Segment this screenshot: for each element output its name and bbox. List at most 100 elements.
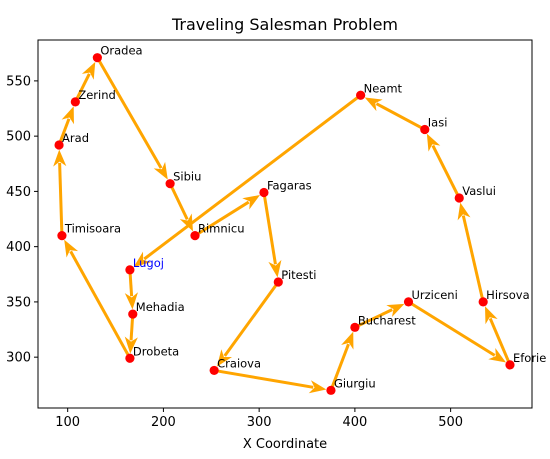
city-label-lugoj: Lugoj [133,256,164,270]
route-line [461,215,485,303]
city-label-timisoara: Timisoara [64,222,121,236]
route-arrowhead [242,194,261,210]
route-arrowhead [61,106,74,125]
route-segment [484,306,512,366]
route-layer [53,56,512,394]
city-point-neamt [356,90,366,100]
route-segment [354,303,405,329]
route-arrowhead [124,292,138,310]
city-label-sibiu: Sibiu [173,170,201,184]
route-arrowhead [64,239,79,258]
city-label-rimnicu: Rimnicu [198,222,244,236]
y-tick-label: 400 [6,240,31,255]
city-point-lugoj [125,265,135,275]
route-segment [64,239,132,359]
y-axis-ticks: 300 350 400 450 500 550 [6,74,38,366]
route-segment [53,149,67,236]
route-arrowhead [124,336,138,354]
city-label-oradea: Oradea [100,44,142,58]
route-line [168,183,189,221]
route-line [407,300,496,357]
city-point-giurgiu [326,385,336,395]
route-arrowhead [488,348,507,363]
route-arrowhead [153,161,168,180]
plot-area [38,40,532,408]
city-point-hirsova [478,297,488,307]
city-label-bucharest: Bucharest [358,313,416,327]
route-line [69,250,132,359]
city-label-fagaras: Fagaras [267,179,312,193]
route-arrowhead [457,202,471,221]
city-point-rimnicu [190,231,200,241]
route-line [96,56,163,169]
city-label-urziceni: Urziceni [412,288,458,302]
city-point-zerind [70,97,80,107]
city-label-drobeta: Drobeta [133,344,179,358]
x-tick-label: 300 [247,415,272,430]
plot-frame [37,39,533,409]
city-label-vaslui: Vaslui [462,184,496,198]
route-line [143,94,362,261]
route-line [213,368,314,389]
y-tick-label: 500 [6,130,31,145]
route-segment [73,61,96,103]
y-tick-label: 350 [6,295,31,310]
route-arrowhead [308,380,327,394]
route-line [58,162,64,236]
route-arrowhead [386,303,405,318]
route-line [431,144,461,199]
route-arrowhead [426,133,441,152]
city-label-giurgiu: Giurgiu [334,376,376,390]
city-point-oradea [92,53,102,63]
city-point-fagaras [259,187,269,198]
x-axis-ticks: 100 200 300 400 500 [55,408,463,430]
city-label-arad: Arad [62,131,89,145]
x-tick-label: 500 [438,415,463,430]
city-point-timisoara [57,231,67,241]
route-arrowhead [364,97,383,112]
route-line [329,343,350,391]
route-arrowhead [53,149,67,167]
city-label-pitesti: Pitesti [281,268,316,282]
route-arrowhead [341,331,354,350]
city-point-sibiu [165,179,175,189]
route-line [57,118,71,146]
route-segment [407,300,507,363]
route-arrowhead [216,349,233,367]
city-label-mehadia: Mehadia [136,300,185,314]
route-segment [262,192,282,278]
route-line [375,102,426,131]
route-arrowhead [81,61,96,80]
route-segment [426,133,461,199]
route-line [262,192,277,265]
city-point-drobeta [125,353,135,363]
x-tick-label: 400 [342,415,367,430]
chart-title: Traveling Salesman Problem [171,15,398,34]
route-segment [329,331,354,391]
route-segment [213,368,327,394]
city-label-eforie: Eforie [513,351,546,365]
y-tick-label: 550 [6,74,31,89]
city-label-zerind: Zerind [78,88,115,102]
city-label-craiova: Craiova [217,356,261,370]
y-tick-label: 300 [6,351,31,366]
y-tick-label: 450 [6,185,31,200]
route-segment [364,97,426,131]
city-label-layer: Arad Bucharest Craiova Drobeta Eforie Fagaras… [62,44,546,391]
city-layer [54,53,515,395]
x-tick-label: 200 [151,415,176,430]
route-segment [194,194,261,237]
route-line [73,73,91,103]
route-line [488,317,512,366]
route-arrowhead [484,306,498,325]
route-segment [133,94,362,268]
city-point-bucharest [350,322,360,332]
route-line [194,200,250,237]
city-point-pitesti [273,277,283,287]
city-label-neamt: Neamt [364,81,403,95]
route-segment [57,106,74,146]
x-axis-label: X Coordinate [243,437,327,452]
route-line [223,281,280,357]
city-point-arad [54,140,64,150]
